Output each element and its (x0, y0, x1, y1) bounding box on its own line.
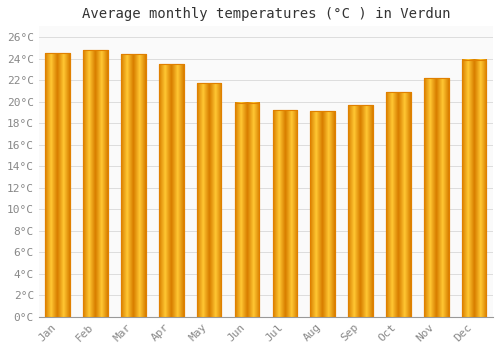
Bar (424, 78, 448, 317)
Bar (159, 64, 184, 317)
Bar (121, 54, 146, 317)
Bar (46, 53, 70, 317)
Bar (348, 105, 373, 317)
Bar (310, 111, 335, 317)
Bar (84, 50, 108, 317)
Bar (159, 64, 184, 317)
Bar (310, 111, 335, 317)
Bar (234, 103, 260, 317)
Bar (197, 83, 222, 317)
Bar (46, 53, 70, 317)
Bar (272, 110, 297, 317)
Bar (386, 92, 410, 317)
Bar (348, 105, 373, 317)
Bar (272, 110, 297, 317)
Bar (234, 103, 260, 317)
Bar (462, 60, 486, 317)
Bar (424, 78, 448, 317)
Bar (84, 50, 108, 317)
Bar (121, 54, 146, 317)
Title: Average monthly temperatures (°C ) in Verdun: Average monthly temperatures (°C ) in Ve… (82, 7, 450, 21)
Bar (386, 92, 410, 317)
Bar (462, 60, 486, 317)
Bar (197, 83, 222, 317)
